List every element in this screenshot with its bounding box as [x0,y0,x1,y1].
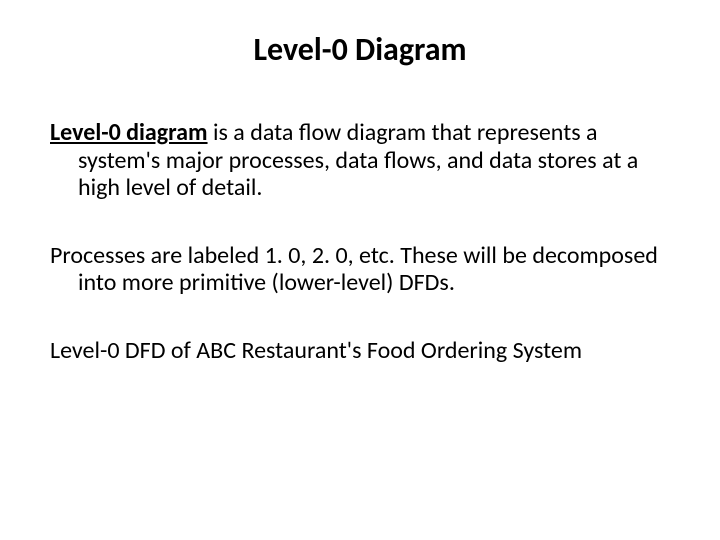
slide-title: Level-0 Diagram [150,30,570,69]
paragraph-3-rest: Level-0 DFD of ABC Restaurant's Food Ord… [50,336,582,365]
paragraph-2: Processes are labeled 1. 0, 2. 0, etc. T… [50,242,670,297]
paragraph-3: Level-0 DFD of ABC Restaurant's Food Ord… [50,337,670,365]
paragraph-1-lead: Level-0 diagram [50,118,208,147]
paragraph-1: Level-0 diagram is a data flow diagram t… [50,119,670,202]
paragraph-2-rest: Processes are labeled 1. 0, 2. 0, etc. T… [50,241,658,298]
